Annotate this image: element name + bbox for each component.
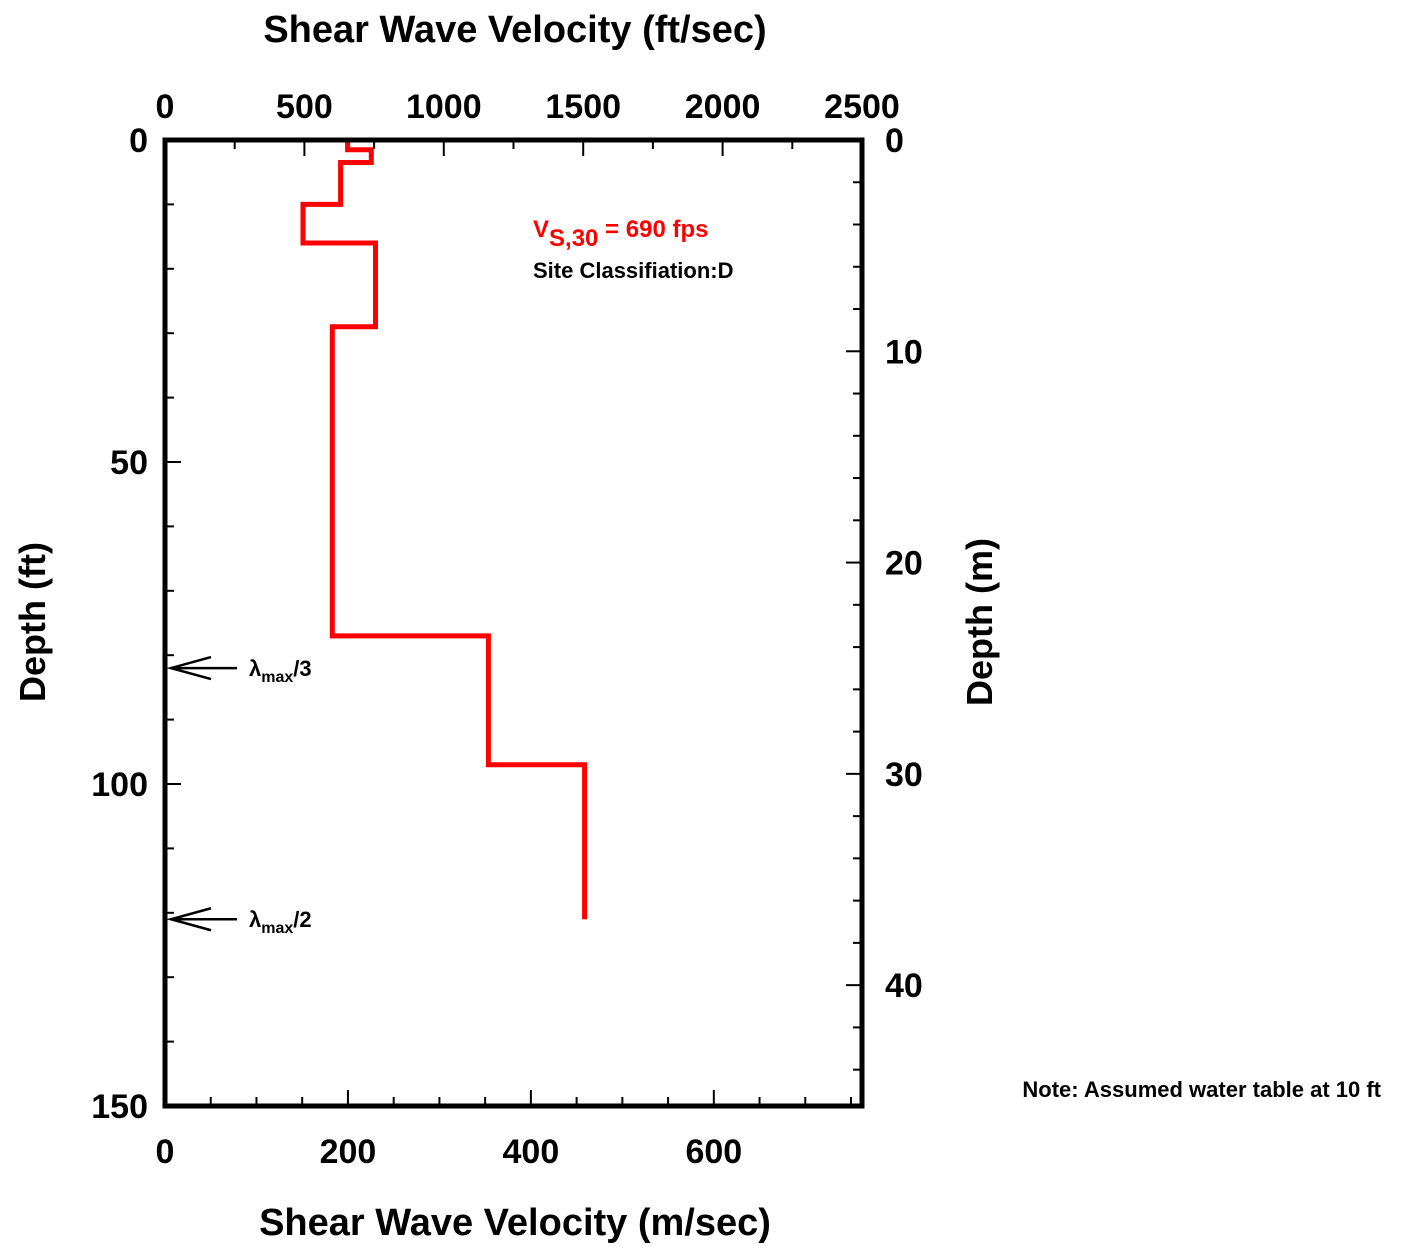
vs-profile-line xyxy=(300,140,588,920)
x-top-tick-label: 1500 xyxy=(545,88,621,126)
x-bottom-tick-label: 600 xyxy=(685,1133,742,1171)
lambda-label: λmax/2 xyxy=(249,907,312,937)
y-right-tick-label: 30 xyxy=(885,756,923,794)
lambda-symbol: λ xyxy=(249,907,261,932)
x-top-axis-label: Shear Wave Velocity (ft/sec) xyxy=(263,9,766,51)
lambda-label: λmax/3 xyxy=(249,656,312,686)
y-right-tick-label: 40 xyxy=(885,967,923,1005)
vs30-annotation: VS,30 = 690 fps xyxy=(533,216,708,252)
vs30-symbol: V xyxy=(533,216,549,243)
vs30-value: = 690 fps xyxy=(598,216,708,243)
x-bottom-tick-label: 200 xyxy=(320,1133,377,1171)
y-right-axis-label: Depth (m) xyxy=(959,538,1000,706)
y-left-tick-label: 50 xyxy=(110,444,148,482)
lambda-suffix: /2 xyxy=(293,907,311,932)
axis-ticks xyxy=(164,139,863,1107)
x-top-tick-label: 500 xyxy=(276,88,333,126)
series-group xyxy=(300,140,588,920)
x-top-tick-label: 2000 xyxy=(685,88,761,126)
y-right-tick-label: 20 xyxy=(885,545,923,583)
x-top-tick-label: 1000 xyxy=(406,88,482,126)
y-left-axis-label: Depth (ft) xyxy=(12,542,53,702)
lambda-subscript: max xyxy=(261,669,293,686)
y-right-tick-label: 10 xyxy=(885,333,923,371)
x-bottom-tick-label: 400 xyxy=(503,1133,560,1171)
x-bottom-tick-label: 0 xyxy=(156,1133,175,1171)
lambda-symbol: λ xyxy=(249,656,261,681)
y-right-tick-label: 0 xyxy=(885,122,904,160)
site-class-annotation: Site Classifiation:D xyxy=(533,258,733,283)
arrow-head xyxy=(166,907,212,932)
x-top-tick-label: 0 xyxy=(156,88,175,126)
y-left-tick-label: 150 xyxy=(91,1088,148,1126)
vs30-subscript: S,30 xyxy=(549,225,598,252)
plot-frame xyxy=(162,137,865,1109)
water-table-note: Note: Assumed water table at 10 ft xyxy=(1022,1077,1381,1102)
lambda-arrow: λmax/3 xyxy=(166,655,312,686)
y-left-tick-label: 100 xyxy=(91,766,148,804)
lambda-suffix: /3 xyxy=(293,656,311,681)
x-bottom-axis-label: Shear Wave Velocity (m/sec) xyxy=(259,1202,771,1244)
lambda-arrow: λmax/2 xyxy=(166,907,312,937)
y-left-tick-label: 0 xyxy=(129,122,148,160)
arrow-head xyxy=(166,655,212,681)
lambda-subscript: max xyxy=(261,920,293,937)
x-top-tick-label: 2500 xyxy=(824,88,900,126)
